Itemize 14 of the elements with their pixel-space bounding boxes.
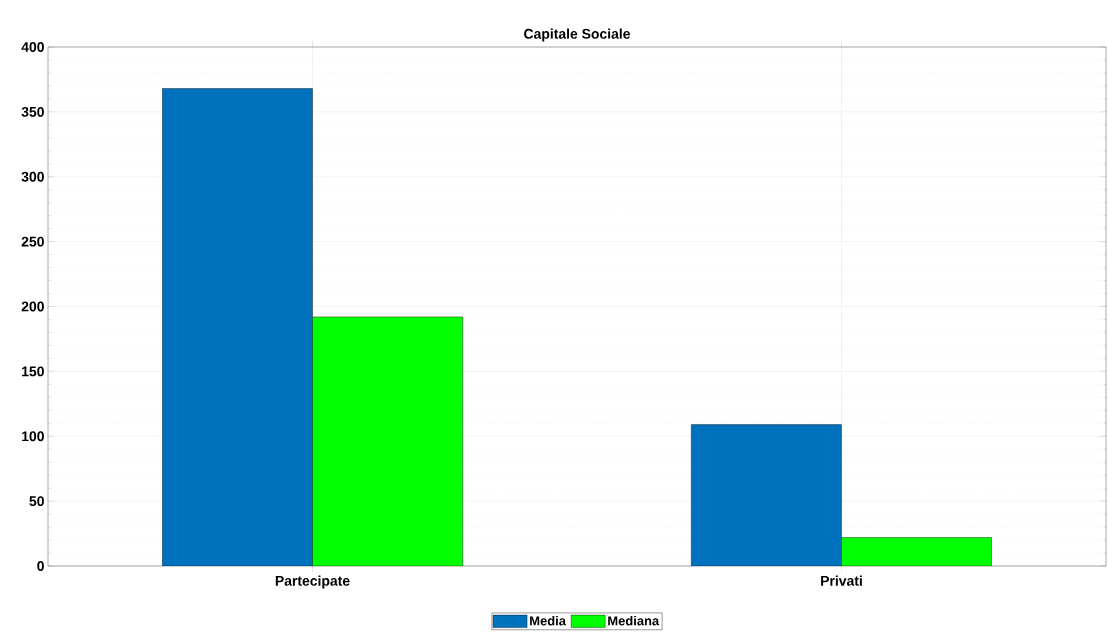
chart-title: Capitale Sociale [524,28,630,42]
y-tick-label: 400 [21,42,44,52]
y-tick-label: 50 [29,496,44,507]
x-tick-label: Partecipate [275,575,350,589]
y-tick-label: 250 [21,236,44,247]
y-tick-label: 100 [22,431,44,442]
x-tick-label: Privati [821,575,862,586]
y-tick-label: 350 [21,106,44,117]
y-tick-label: 150 [22,366,44,377]
y-tick-label: 0 [37,561,44,571]
legend-label: Media [530,615,567,626]
legend-label: Mediana [608,615,660,626]
y-tick-label: 200 [21,301,44,312]
y-tick-label: 300 [21,171,44,182]
